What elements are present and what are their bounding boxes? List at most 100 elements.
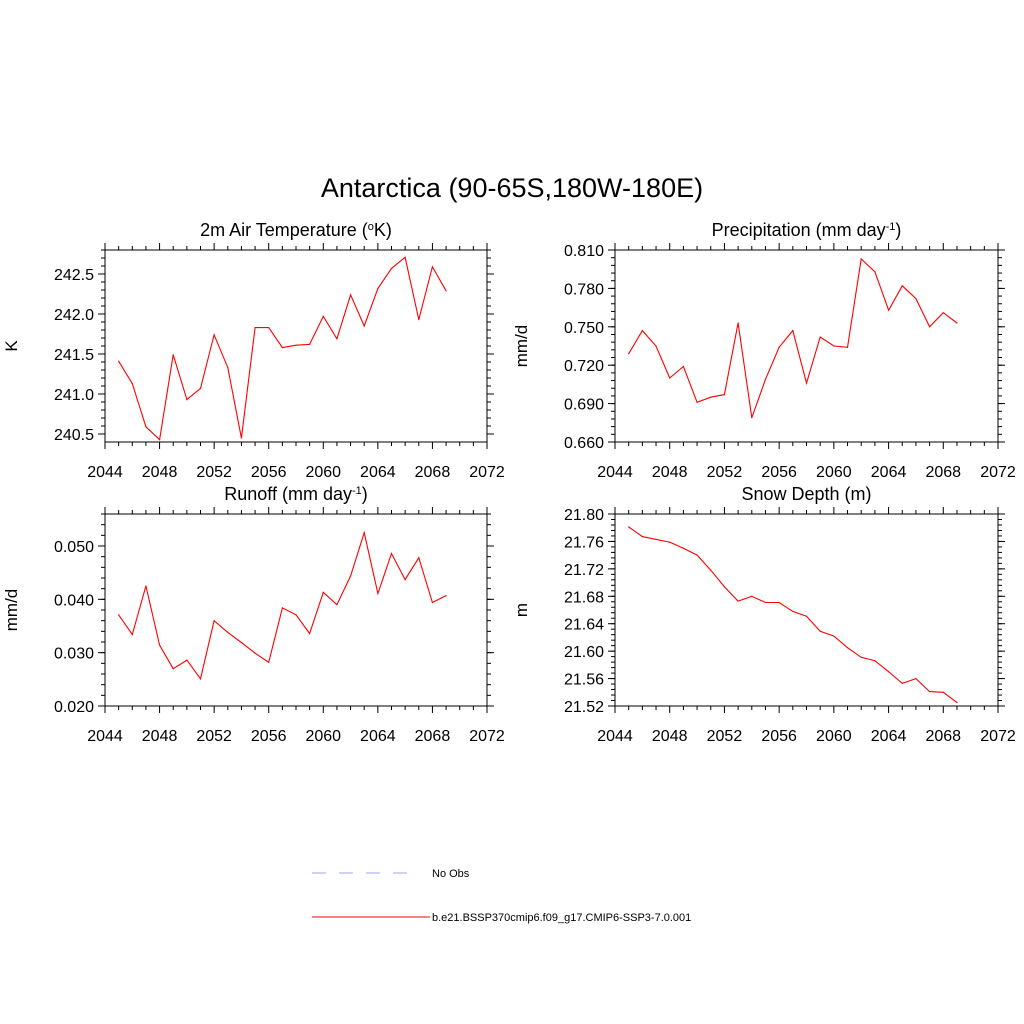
data-point bbox=[336, 604, 338, 606]
x-tick-label: 2048 bbox=[652, 728, 688, 745]
x-tick-label: 2052 bbox=[196, 464, 232, 481]
data-point bbox=[418, 319, 420, 321]
x-tick-label: 2060 bbox=[305, 728, 341, 745]
data-point bbox=[628, 353, 630, 355]
data-point bbox=[131, 633, 133, 636]
data-point bbox=[846, 346, 849, 348]
x-tick-label: 2068 bbox=[415, 464, 451, 481]
panel-runoff: Runoff (mm day-1) mm/d 2044 2048 2052 2056 206… bbox=[2, 484, 505, 745]
data-point bbox=[860, 656, 862, 658]
y-axis-label: m bbox=[512, 603, 531, 617]
x-tick-label: 2068 bbox=[925, 728, 961, 745]
x-tick-label: 2056 bbox=[251, 728, 287, 745]
x-tick-label: 2064 bbox=[871, 464, 907, 481]
y-tick-label: 0.020 bbox=[54, 699, 94, 716]
data-point bbox=[445, 595, 447, 597]
data-point bbox=[145, 426, 147, 428]
data-point bbox=[281, 347, 283, 349]
data-point bbox=[158, 439, 161, 441]
x-tick-label: 2056 bbox=[761, 728, 797, 745]
panel-title-text-end: K) bbox=[374, 220, 392, 240]
data-point bbox=[792, 330, 794, 332]
data-point bbox=[268, 327, 270, 329]
x-tick-label: 2044 bbox=[87, 464, 123, 481]
data-point bbox=[696, 401, 698, 403]
data-point bbox=[915, 298, 917, 300]
y-tick-label: 241.0 bbox=[54, 387, 94, 404]
y-tick-label: 242.0 bbox=[54, 307, 94, 324]
y-axis-label: K bbox=[2, 340, 21, 352]
data-point bbox=[158, 644, 161, 646]
data-point bbox=[764, 601, 767, 604]
data-point bbox=[778, 601, 780, 604]
y-tick-label: 21.52 bbox=[564, 699, 604, 716]
data-point bbox=[628, 526, 630, 528]
x-tick-label: 2060 bbox=[816, 728, 852, 745]
data-point bbox=[751, 417, 753, 419]
panel-title: 2m Air Temperature (oK) bbox=[200, 220, 392, 240]
panel-title-text: Precipitation (mm day bbox=[712, 220, 886, 240]
y-axis-label: mm/d bbox=[512, 325, 531, 368]
data-point bbox=[349, 294, 352, 296]
data-point bbox=[172, 354, 174, 356]
y-tick-label: 0.690 bbox=[564, 397, 604, 414]
x-tick-label: 2068 bbox=[415, 728, 451, 745]
y-tick-label: 0.050 bbox=[54, 539, 94, 556]
y-tick-label: 0.750 bbox=[564, 320, 604, 337]
data-point bbox=[929, 326, 931, 328]
y-tick-label: 241.5 bbox=[54, 347, 94, 364]
data-point bbox=[819, 336, 821, 338]
y-tick-label: 21.56 bbox=[564, 672, 604, 689]
data-point bbox=[641, 536, 643, 538]
data-point bbox=[281, 607, 283, 609]
panel-title: Snow Depth (m) bbox=[741, 484, 871, 504]
panels: 2m Air Temperature (oK) K 2044 2048 2052 2056… bbox=[2, 220, 1016, 745]
data-point bbox=[227, 631, 229, 634]
panel-temperature: 2m Air Temperature (oK) K 2044 2048 2052 2056… bbox=[2, 220, 505, 481]
x-tick-label: 2044 bbox=[597, 464, 633, 481]
data-point bbox=[887, 309, 890, 311]
data-point bbox=[322, 591, 324, 594]
x-tick-label: 2048 bbox=[652, 464, 688, 481]
data-point bbox=[956, 322, 958, 324]
data-point bbox=[213, 334, 215, 336]
data-point bbox=[445, 290, 447, 292]
data-point bbox=[431, 266, 434, 268]
data-point bbox=[309, 343, 311, 345]
panel-title-superscript: -1 bbox=[352, 485, 362, 497]
x-tick-label: 2068 bbox=[925, 464, 961, 481]
panel-title-text: Runoff (mm day bbox=[224, 484, 352, 504]
data-point bbox=[309, 632, 311, 635]
x-tick-label: 2056 bbox=[761, 464, 797, 481]
y-tick-label: 240.5 bbox=[54, 427, 94, 444]
data-point bbox=[118, 360, 120, 362]
data-point bbox=[696, 554, 698, 556]
y-tick-label: 21.60 bbox=[564, 644, 604, 661]
data-point bbox=[682, 547, 684, 549]
data-point bbox=[764, 378, 767, 380]
data-point bbox=[737, 322, 739, 324]
x-tick-label: 2048 bbox=[142, 728, 178, 745]
data-point bbox=[723, 394, 726, 396]
data-point bbox=[199, 387, 202, 389]
panel-title-text-end: ) bbox=[895, 220, 901, 240]
data-point bbox=[833, 345, 835, 347]
data-point bbox=[901, 682, 903, 684]
y-tick-label: 21.68 bbox=[564, 589, 604, 606]
data-point bbox=[710, 396, 712, 398]
data-point bbox=[778, 346, 780, 348]
panel-title-text-end: ) bbox=[362, 484, 368, 504]
data-point bbox=[268, 661, 270, 663]
y-tick-label: 0.030 bbox=[54, 646, 94, 663]
data-point bbox=[295, 344, 297, 346]
data-point bbox=[295, 614, 297, 616]
data-point bbox=[240, 641, 243, 644]
data-point bbox=[172, 668, 174, 670]
data-point bbox=[254, 327, 256, 329]
y-tick-label: 0.660 bbox=[564, 435, 604, 452]
panel-title-superscript: -1 bbox=[886, 221, 896, 233]
y-tick-label: 21.80 bbox=[564, 507, 604, 524]
data-point bbox=[860, 258, 862, 260]
data-point bbox=[254, 652, 256, 654]
y-axis-label: mm/d bbox=[2, 589, 21, 632]
